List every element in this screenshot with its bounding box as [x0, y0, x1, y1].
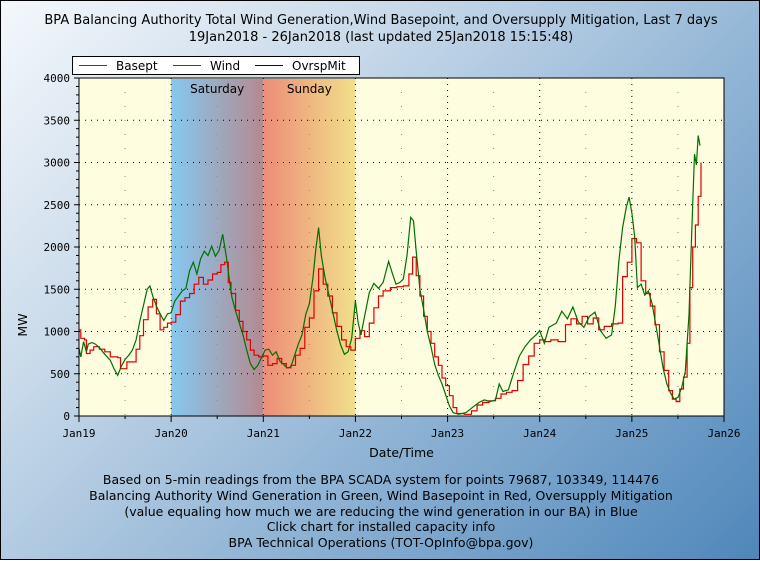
x-axis-title: Date/Time — [369, 445, 434, 460]
chart-subtitle: 19Jan2018 - 26Jan2018 (last updated 25Ja… — [188, 30, 574, 45]
footer-line-colors: Balancing Authority Wind Generation in G… — [89, 488, 673, 503]
footer-link-capacity[interactable]: Click chart for installed capacity info — [266, 519, 496, 534]
y-tick-label: 3000 — [44, 157, 71, 170]
footer-line-source: Based on 5-min readings from the BPA SCA… — [102, 472, 660, 487]
y-tick-label: 1000 — [44, 326, 71, 339]
y-tick-label: 2000 — [44, 241, 71, 254]
series-basept — [79, 162, 702, 415]
legend: Basept Wind OvrspMit — [72, 56, 360, 75]
chart-title: BPA Balancing Authority Total Wind Gener… — [44, 13, 718, 28]
x-tick-label: Jan21 — [247, 427, 280, 440]
x-tick-label: Jan25 — [615, 427, 648, 440]
x-tick-label: Jan20 — [155, 427, 188, 440]
legend-swatch-wind — [173, 65, 201, 66]
y-tick-label: 500 — [50, 368, 70, 381]
y-tick-label: 2500 — [44, 199, 71, 212]
legend-item-basept: Basept — [79, 58, 158, 73]
x-tick-label: Jan26 — [707, 427, 740, 440]
y-tick-label: 3500 — [44, 114, 71, 127]
day-label-sunday: Sunday — [287, 82, 332, 96]
y-tick-label: 4000 — [44, 72, 71, 85]
legend-label-basept: Basept — [116, 58, 158, 73]
day-label-saturday: Saturday — [190, 82, 244, 96]
x-tick-label: Jan24 — [523, 427, 556, 440]
series-wind — [78, 135, 701, 415]
x-tick-label: Jan22 — [339, 427, 372, 440]
legend-item-wind: Wind — [173, 58, 240, 73]
y-axis-title: MW — [15, 313, 30, 336]
shade-sunday — [263, 79, 356, 416]
footer-line-contact: BPA Technical Operations (TOT-OpInfo@bpa… — [228, 535, 534, 550]
legend-label-wind: Wind — [210, 58, 241, 73]
legend-swatch-basept — [79, 65, 107, 66]
footer-line-explain: (value equaling how much we are reducing… — [124, 504, 638, 519]
x-tick-label: Jan19 — [62, 427, 95, 440]
y-tick-label: 1500 — [44, 283, 71, 296]
y-tick-label: 0 — [63, 410, 70, 423]
legend-label-ovrspmit: OvrspMit — [292, 58, 346, 73]
legend-item-ovrspmit: OvrspMit — [255, 58, 346, 73]
x-tick-label: Jan23 — [431, 427, 464, 440]
legend-swatch-ovrspmit — [255, 65, 283, 66]
